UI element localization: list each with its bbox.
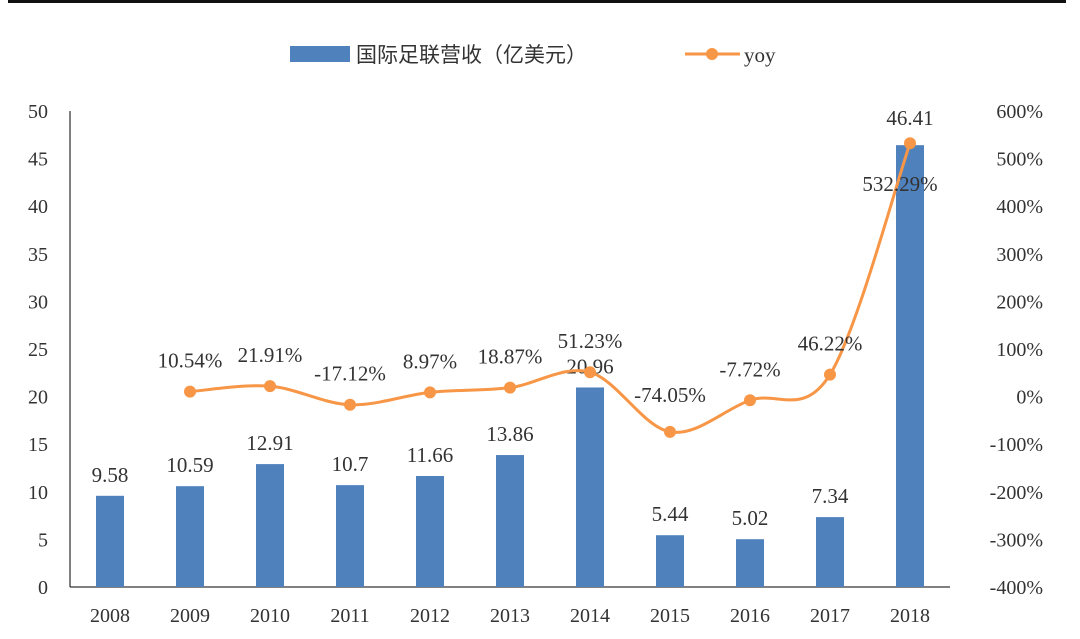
right-tick-label: -200%: [990, 482, 1043, 504]
legend-bar-label: 国际足联营收（亿美元）: [356, 43, 587, 67]
bar: [416, 475, 444, 587]
bar-data-label: 7.34: [812, 484, 849, 508]
bar-data-label: 5.02: [732, 506, 769, 530]
bar-data-label: 13.86: [486, 422, 533, 446]
x-tick-label: 2010: [250, 605, 290, 627]
right-tick-label: 500%: [996, 149, 1043, 171]
yoy-point: [264, 380, 276, 393]
x-tick-label: 2018: [890, 605, 930, 627]
x-tick-label: 2014: [570, 605, 610, 627]
yoy-data-label: 10.54%: [158, 349, 223, 373]
right-tick-label: -300%: [990, 529, 1043, 551]
right-tick-label: -100%: [990, 434, 1043, 456]
bar-data-label: 12.91: [246, 431, 293, 455]
bar: [336, 485, 364, 587]
left-tick-label: 45: [28, 149, 48, 171]
left-tick-label: 30: [28, 291, 48, 313]
bar: [736, 539, 764, 587]
bar: [256, 464, 284, 587]
x-tick-label: 2009: [170, 605, 210, 627]
yoy-data-label: 46.22%: [798, 332, 863, 356]
yoy-point: [824, 368, 836, 381]
yoy-point: [664, 425, 676, 438]
x-tick-label: 2008: [90, 605, 130, 627]
yoy-line: [189, 142, 912, 434]
yoy-data-label: -17.12%: [314, 362, 386, 386]
x-tick-label: 2013: [490, 605, 530, 627]
yoy-data-label: 532.29%: [862, 172, 937, 196]
left-tick-label: 15: [28, 434, 48, 456]
bar: [816, 517, 844, 587]
x-tick-label: 2015: [650, 605, 690, 627]
yoy-point: [344, 398, 356, 411]
x-tick-label: 2017: [810, 605, 850, 627]
right-tick-label: 0%: [1016, 387, 1043, 409]
x-tick-label: 2012: [410, 605, 450, 627]
right-tick-label: 300%: [996, 244, 1043, 266]
right-tick-label: -400%: [990, 577, 1043, 599]
bar-data-label: 46.41: [886, 106, 933, 130]
bar-data-label: 9.58: [92, 463, 129, 487]
right-tick-label: 100%: [996, 339, 1043, 361]
right-tick-label: 200%: [996, 291, 1043, 313]
left-tick-label: 50: [28, 101, 48, 123]
bar-data-label: 5.44: [652, 502, 689, 526]
yoy-point: [744, 394, 756, 407]
bar: [176, 486, 204, 587]
bar-data-label: 11.66: [407, 443, 453, 467]
left-tick-label: 25: [28, 339, 48, 361]
bar: [656, 535, 684, 587]
left-tick-label: 20: [28, 387, 48, 409]
right-tick-label: 600%: [996, 101, 1043, 123]
legend-bar-swatch: [290, 46, 350, 62]
left-tick-label: 40: [28, 196, 48, 218]
left-tick-label: 35: [28, 244, 48, 266]
bar-data-label: 10.59: [166, 453, 213, 477]
yoy-data-label: 21.91%: [238, 343, 303, 367]
yoy-point: [584, 366, 596, 379]
bar: [496, 455, 524, 587]
yoy-point: [424, 386, 436, 399]
top-border: [8, 0, 1066, 3]
x-tick-label: 2016: [730, 605, 770, 627]
yoy-data-label: 8.97%: [403, 349, 457, 373]
yoy-point: [184, 385, 196, 398]
legend-line-label: yoy: [744, 43, 776, 67]
left-tick-label: 5: [38, 529, 48, 551]
right-tick-label: 400%: [996, 196, 1043, 218]
x-tick-label: 2011: [330, 605, 369, 627]
bar: [576, 387, 604, 587]
left-tick-label: 0: [38, 577, 48, 599]
bar: [896, 145, 924, 587]
bar-data-label: 10.7: [332, 452, 369, 476]
left-tick-label: 10: [28, 482, 48, 504]
yoy-data-label: -74.05%: [634, 383, 706, 407]
yoy-data-label: 51.23%: [558, 329, 623, 353]
legend-line-marker: [706, 48, 718, 60]
yoy-data-label: -7.72%: [719, 357, 780, 381]
bar: [96, 495, 124, 587]
yoy-point: [504, 381, 516, 394]
yoy-point: [904, 137, 916, 150]
yoy-data-label: 18.87%: [478, 345, 543, 369]
